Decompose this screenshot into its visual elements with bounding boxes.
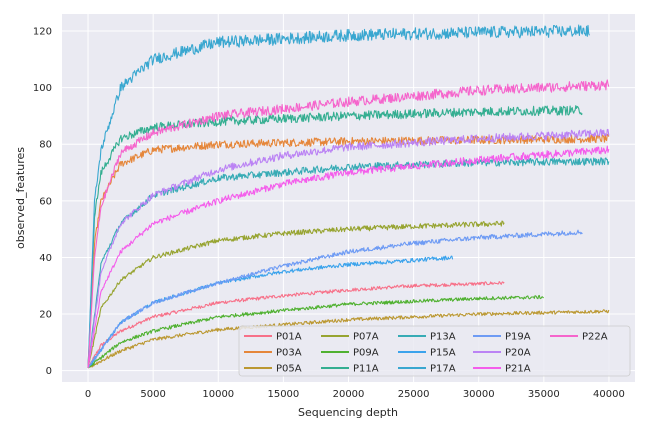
x-tick-label: 35000 bbox=[528, 389, 560, 400]
legend-label: P20A bbox=[505, 348, 531, 359]
series-line-p07a bbox=[87, 220, 505, 368]
x-tick-label: 40000 bbox=[593, 389, 625, 400]
y-tick-label: 120 bbox=[33, 26, 52, 37]
series-line-p19a bbox=[87, 229, 583, 369]
legend: P01A P03A P05A P07A P09A P11A P13A P15A P17A P19A… bbox=[238, 325, 631, 377]
x-axis-ticks: 0 5000 10000 15000 20000 25000 30000 35000 40000 bbox=[85, 389, 625, 400]
legend-label: P07A bbox=[353, 332, 379, 343]
series-line-p01a bbox=[87, 281, 505, 369]
legend-label: P13A bbox=[430, 332, 456, 343]
y-axis-label: observed_features bbox=[14, 147, 27, 249]
legend-box bbox=[238, 325, 631, 377]
x-tick-label: 25000 bbox=[398, 389, 430, 400]
series-line-p05a bbox=[87, 309, 610, 369]
y-tick-label: 60 bbox=[39, 196, 52, 207]
x-tick-label: 20000 bbox=[333, 389, 365, 400]
y-tick-label: 0 bbox=[46, 366, 52, 377]
series-line-p11a bbox=[87, 105, 583, 368]
y-tick-label: 100 bbox=[33, 83, 52, 94]
x-tick-label: 5000 bbox=[140, 389, 165, 400]
legend-label: P15A bbox=[430, 348, 456, 359]
series-line-p21a bbox=[87, 145, 610, 368]
series-layer bbox=[87, 24, 610, 369]
legend-label: P22A bbox=[582, 332, 608, 343]
y-tick-label: 80 bbox=[39, 140, 52, 151]
legend-label: P19A bbox=[505, 332, 531, 343]
legend-label: P09A bbox=[353, 348, 379, 359]
series-line-p17a bbox=[87, 24, 590, 368]
x-tick-label: 0 bbox=[85, 389, 91, 400]
y-axis-ticks: 0 20 40 60 80 100 120 bbox=[33, 26, 52, 377]
x-axis-label: Sequencing depth bbox=[298, 406, 398, 419]
x-tick-label: 30000 bbox=[463, 389, 495, 400]
legend-label: P05A bbox=[276, 364, 302, 375]
legend-label: P11A bbox=[353, 364, 379, 375]
legend-label: P03A bbox=[276, 348, 302, 359]
legend-label: P17A bbox=[430, 364, 456, 375]
y-tick-label: 20 bbox=[39, 310, 52, 321]
x-tick-label: 15000 bbox=[267, 389, 299, 400]
legend-label: P01A bbox=[276, 332, 302, 343]
x-tick-label: 10000 bbox=[202, 389, 234, 400]
y-tick-label: 40 bbox=[39, 253, 52, 264]
series-line-p22a bbox=[87, 79, 610, 368]
legend-label: P21A bbox=[505, 364, 531, 375]
series-line-p20a bbox=[87, 128, 610, 368]
series-line-p09a bbox=[87, 294, 544, 369]
